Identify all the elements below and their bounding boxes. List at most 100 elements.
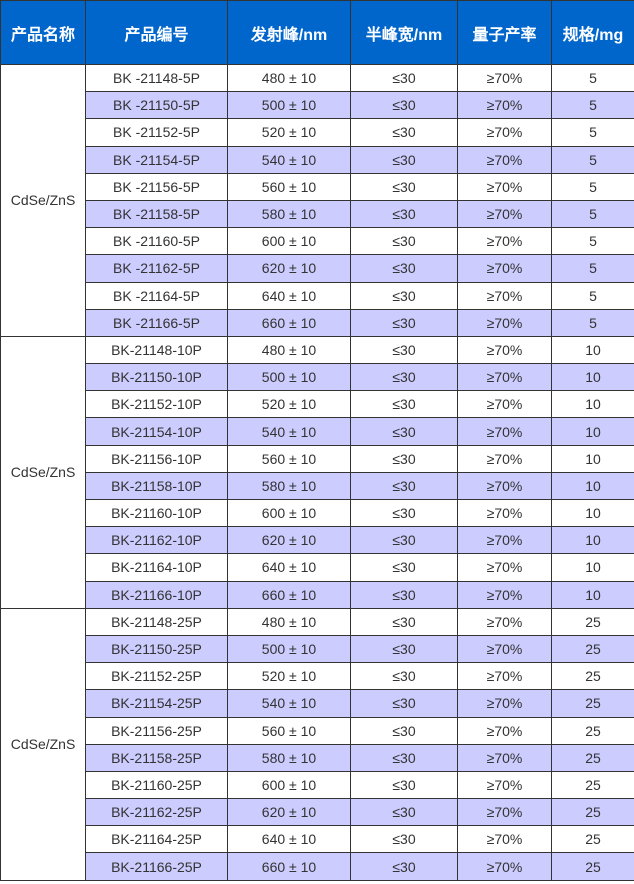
table-row: BK-21156-10P 560 ± 10 ≤30 ≥70% 10 [1, 444, 634, 473]
product-code-cell: BK-21154-10P [85, 417, 228, 446]
quantum-yield-cell: ≥70% [457, 254, 552, 283]
product-name-cell: CdSe/ZnS [0, 607, 86, 881]
product-code-cell: BK-21150-10P [85, 363, 228, 392]
table-row: BK -21152-5P 520 ± 10 ≤30 ≥70% 5 [1, 118, 634, 147]
table-row: BK-21160-10P 600 ± 10 ≤30 ≥70% 10 [1, 498, 634, 528]
table-row: BK-21154-10P 540 ± 10 ≤30 ≥70% 10 [1, 417, 634, 446]
emission-cell: 500 ± 10 [227, 634, 351, 664]
quantum-yield-cell: ≥70% [457, 471, 552, 501]
quantum-yield-cell: ≥70% [457, 63, 552, 93]
quantum-yield-cell: ≥70% [457, 417, 552, 446]
product-code-cell: BK -21160-5P [85, 227, 228, 256]
product-code-cell: BK-21166-25P [85, 852, 228, 881]
quantum-yield-cell: ≥70% [457, 498, 552, 528]
table-row: BK-21156-25P 560 ± 10 ≤30 ≥70% 25 [1, 716, 634, 745]
quantum-yield-cell: ≥70% [457, 798, 552, 827]
quantum-yield-cell: ≥70% [457, 281, 552, 310]
header-row: 产品名称 产品编号 发射峰/nm 半峰宽/nm 量子产率 规格/mg [0, 0, 634, 65]
emission-cell: 660 ± 10 [227, 852, 351, 881]
quantum-yield-cell: ≥70% [457, 526, 552, 555]
table-row: CdSe/ZnS BK-21148-10P 480 ± 10 ≤30 ≥70% 10 [0, 335, 634, 609]
table-row: BK -21154-5P 540 ± 10 ≤30 ≥70% 5 [1, 145, 634, 174]
fwhm-cell: ≤30 [350, 798, 458, 827]
quantum-yield-cell: ≥70% [457, 825, 552, 854]
spec-cell: 5 [551, 227, 634, 256]
emission-cell: 540 ± 10 [227, 689, 351, 718]
product-code-cell: BK -21162-5P [85, 254, 228, 283]
spec-cell: 5 [551, 91, 634, 120]
fwhm-cell: ≤30 [350, 662, 458, 691]
table-row: BK-21152-10P 520 ± 10 ≤30 ≥70% 10 [1, 390, 634, 419]
quantum-yield-cell: ≥70% [457, 335, 552, 365]
emission-cell: 640 ± 10 [227, 825, 351, 854]
spec-cell: 5 [551, 254, 634, 283]
fwhm-cell: ≤30 [350, 417, 458, 446]
spec-cell: 25 [551, 852, 634, 881]
emission-cell: 560 ± 10 [227, 716, 351, 745]
product-code-cell: BK -21148-5P [85, 63, 228, 93]
product-code-cell: BK-21158-10P [85, 471, 228, 501]
emission-cell: 580 ± 10 [227, 471, 351, 501]
quantum-yield-cell: ≥70% [457, 689, 552, 718]
spec-cell: 25 [551, 716, 634, 745]
quantum-yield-cell: ≥70% [457, 390, 552, 419]
table-row: BK -21150-5P 500 ± 10 ≤30 ≥70% 5 [1, 91, 634, 120]
quantum-yield-cell: ≥70% [457, 363, 552, 392]
header-fwhm: 半峰宽/nm [350, 0, 458, 65]
fwhm-cell: ≤30 [350, 335, 458, 365]
product-code-cell: BK-21164-10P [85, 553, 228, 582]
table-row: CdSe/ZnS BK-21148-25P 480 ± 10 ≤30 ≥70% 25 [0, 607, 634, 881]
product-code-cell: BK-21148-25P [85, 607, 228, 636]
fwhm-cell: ≤30 [350, 254, 458, 283]
spec-cell: 10 [551, 363, 634, 392]
header-product-name: 产品名称 [0, 0, 86, 65]
product-code-cell: BK-21160-25P [85, 770, 228, 800]
product-code-cell: BK-21156-25P [85, 716, 228, 745]
spec-cell: 25 [551, 607, 634, 636]
spec-cell: 25 [551, 743, 634, 772]
quantum-yield-cell: ≥70% [457, 662, 552, 691]
emission-cell: 620 ± 10 [227, 526, 351, 555]
fwhm-cell: ≤30 [350, 580, 458, 609]
spec-cell: 5 [551, 308, 634, 337]
quantum-yield-cell: ≥70% [457, 852, 552, 881]
table-row: BK -21160-5P 600 ± 10 ≤30 ≥70% 5 [1, 227, 634, 256]
fwhm-cell: ≤30 [350, 852, 458, 881]
quantum-yield-cell: ≥70% [457, 172, 552, 201]
spec-cell: 5 [551, 281, 634, 310]
fwhm-cell: ≤30 [350, 390, 458, 419]
product-code-cell: BK -21154-5P [85, 145, 228, 174]
emission-cell: 520 ± 10 [227, 662, 351, 691]
product-code-cell: BK-21148-10P [85, 335, 228, 365]
spec-cell: 25 [551, 770, 634, 800]
spec-cell: 10 [551, 390, 634, 419]
table-row: BK-21152-25P 520 ± 10 ≤30 ≥70% 25 [1, 662, 634, 691]
fwhm-cell: ≤30 [350, 607, 458, 636]
emission-cell: 640 ± 10 [227, 553, 351, 582]
product-code-cell: BK-21166-10P [85, 580, 228, 609]
emission-cell: 580 ± 10 [227, 199, 351, 229]
emission-cell: 560 ± 10 [227, 444, 351, 473]
emission-cell: 640 ± 10 [227, 281, 351, 310]
table-row: BK-21158-25P 580 ± 10 ≤30 ≥70% 25 [1, 743, 634, 772]
header-emission: 发射峰/nm [227, 0, 351, 65]
quantum-yield-cell: ≥70% [457, 743, 552, 772]
product-code-cell: BK-21152-10P [85, 390, 228, 419]
fwhm-cell: ≤30 [350, 63, 458, 93]
product-code-cell: BK -21166-5P [85, 308, 228, 337]
spec-cell: 5 [551, 172, 634, 201]
fwhm-cell: ≤30 [350, 118, 458, 147]
table-row: BK-21164-25P 640 ± 10 ≤30 ≥70% 25 [1, 825, 634, 854]
quantum-yield-cell: ≥70% [457, 716, 552, 745]
emission-cell: 480 ± 10 [227, 63, 351, 93]
emission-cell: 500 ± 10 [227, 91, 351, 120]
product-name-cell: CdSe/ZnS [0, 335, 86, 609]
fwhm-cell: ≤30 [350, 825, 458, 854]
emission-cell: 620 ± 10 [227, 254, 351, 283]
table-row: BK -21162-5P 620 ± 10 ≤30 ≥70% 5 [1, 254, 634, 283]
emission-cell: 660 ± 10 [227, 308, 351, 337]
table-row: BK-21164-10P 640 ± 10 ≤30 ≥70% 10 [1, 553, 634, 582]
fwhm-cell: ≤30 [350, 553, 458, 582]
quantum-yield-cell: ≥70% [457, 770, 552, 800]
